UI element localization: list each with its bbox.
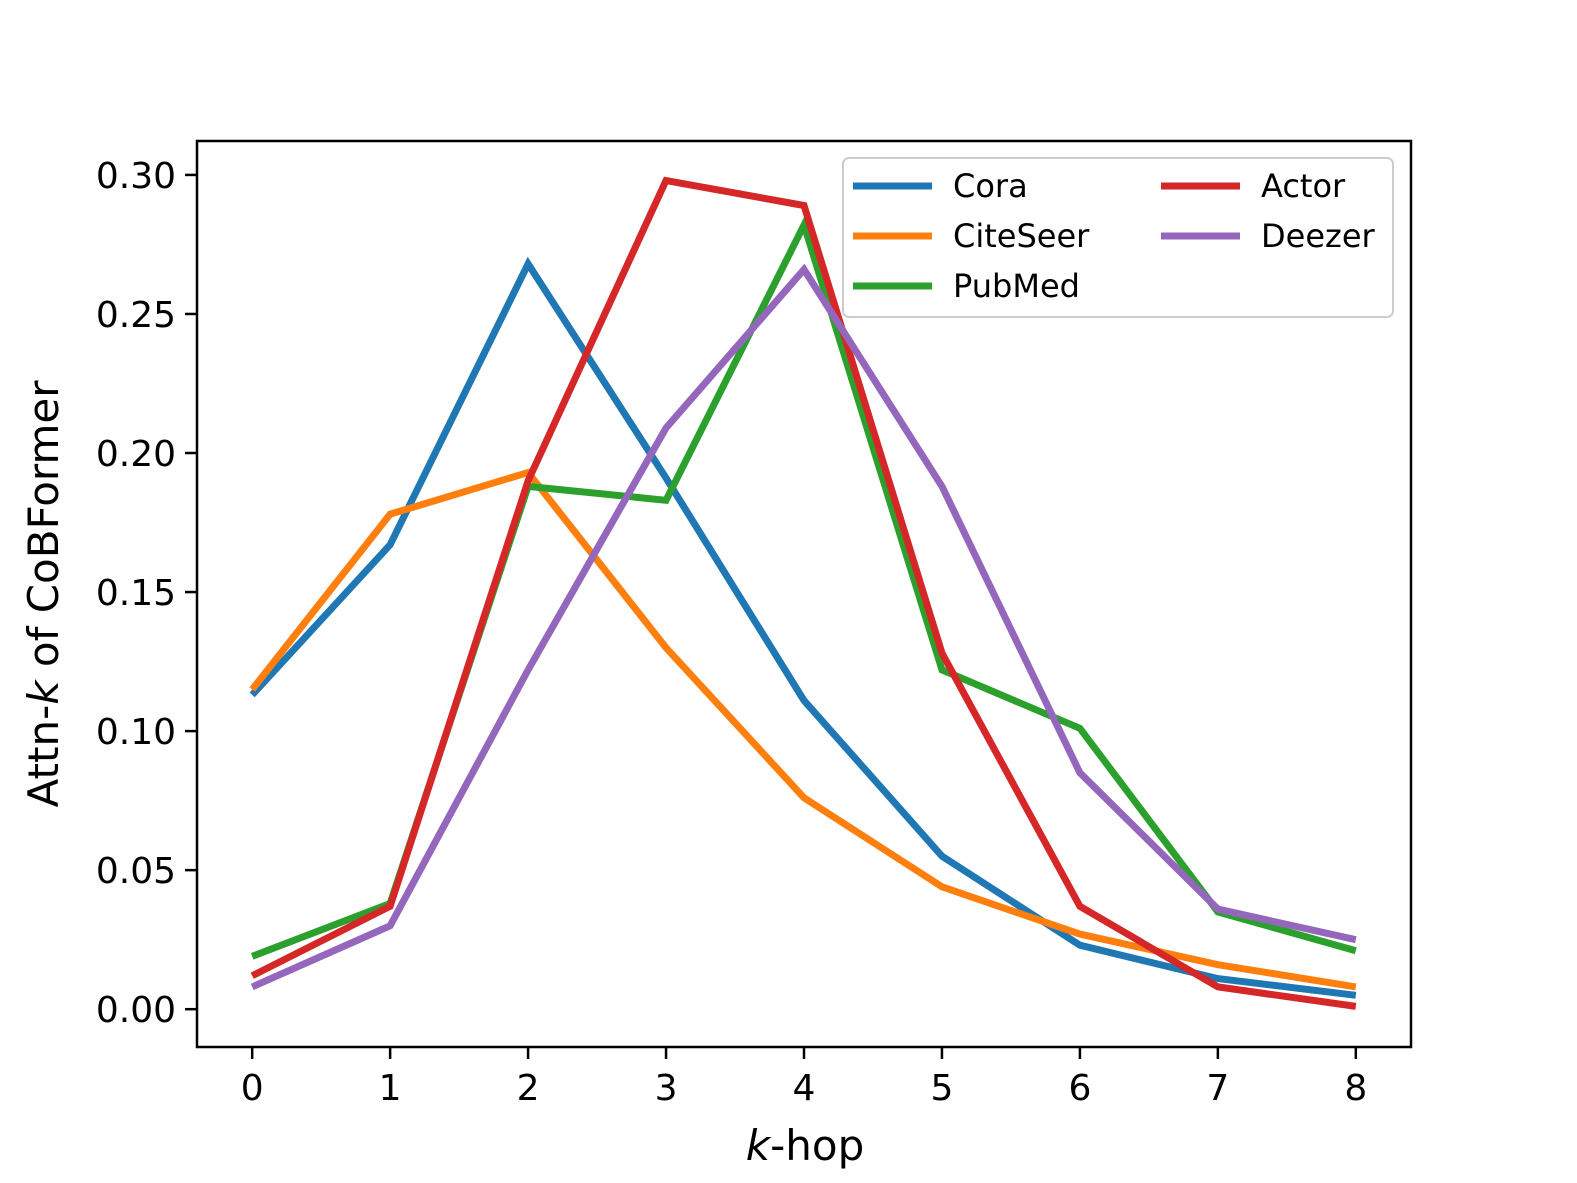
y-tick-label: 0.25 bbox=[96, 295, 176, 336]
y-tick-label: 0.05 bbox=[96, 851, 176, 892]
x-tick-label: 6 bbox=[1068, 1068, 1091, 1109]
y-axis-label-post: of CoBFormer bbox=[19, 380, 68, 681]
legend-label-actor: Actor bbox=[1261, 167, 1346, 205]
y-tick-label: 0.20 bbox=[96, 434, 176, 475]
x-tick-label: 7 bbox=[1206, 1068, 1229, 1109]
x-tick-label: 1 bbox=[379, 1068, 402, 1109]
y-tick-label: 0.15 bbox=[96, 573, 176, 614]
x-tick-label: 5 bbox=[931, 1068, 954, 1109]
legend-label-citeseer: CiteSeer bbox=[953, 217, 1090, 255]
x-tick-label: 4 bbox=[793, 1068, 816, 1109]
y-tick-label: 0.10 bbox=[96, 712, 176, 753]
legend-label-deezer: Deezer bbox=[1261, 217, 1376, 255]
series-line-actor bbox=[250, 176, 1357, 1010]
legend-label-pubmed: PubMed bbox=[953, 267, 1080, 305]
legend: Cora CiteSeer PubMed Actor Deezer bbox=[842, 157, 1394, 318]
series-line-cora bbox=[249, 256, 1357, 999]
tick-layer: 0 1 2 3 4 5 6 7 8 0.00 0.05 0.10 0.15 0.20 0.25 0.30 bbox=[96, 156, 1367, 1109]
x-tick-label: 0 bbox=[241, 1068, 264, 1109]
x-axis-label-italic: k bbox=[746, 1121, 772, 1170]
legend-box bbox=[842, 157, 1394, 318]
x-tick-label: 2 bbox=[517, 1068, 540, 1109]
y-axis-label-italic: k bbox=[19, 679, 68, 705]
series-layer bbox=[249, 176, 1357, 1010]
y-axis-label: Attn-k of CoBFormer bbox=[19, 380, 68, 808]
legend-label-cora: Cora bbox=[953, 167, 1028, 205]
x-axis-label: k-hop bbox=[746, 1121, 864, 1170]
series-line-deezer bbox=[250, 263, 1357, 991]
y-tick-label: 0.00 bbox=[96, 990, 176, 1031]
y-axis-label-pre: Attn- bbox=[19, 705, 68, 808]
x-tick-label: 8 bbox=[1344, 1068, 1367, 1109]
x-axis-label-rest: -hop bbox=[770, 1121, 864, 1170]
x-tick-label: 3 bbox=[655, 1068, 678, 1109]
series-line-citeseer bbox=[249, 468, 1357, 991]
y-tick-label: 0.30 bbox=[96, 156, 176, 197]
